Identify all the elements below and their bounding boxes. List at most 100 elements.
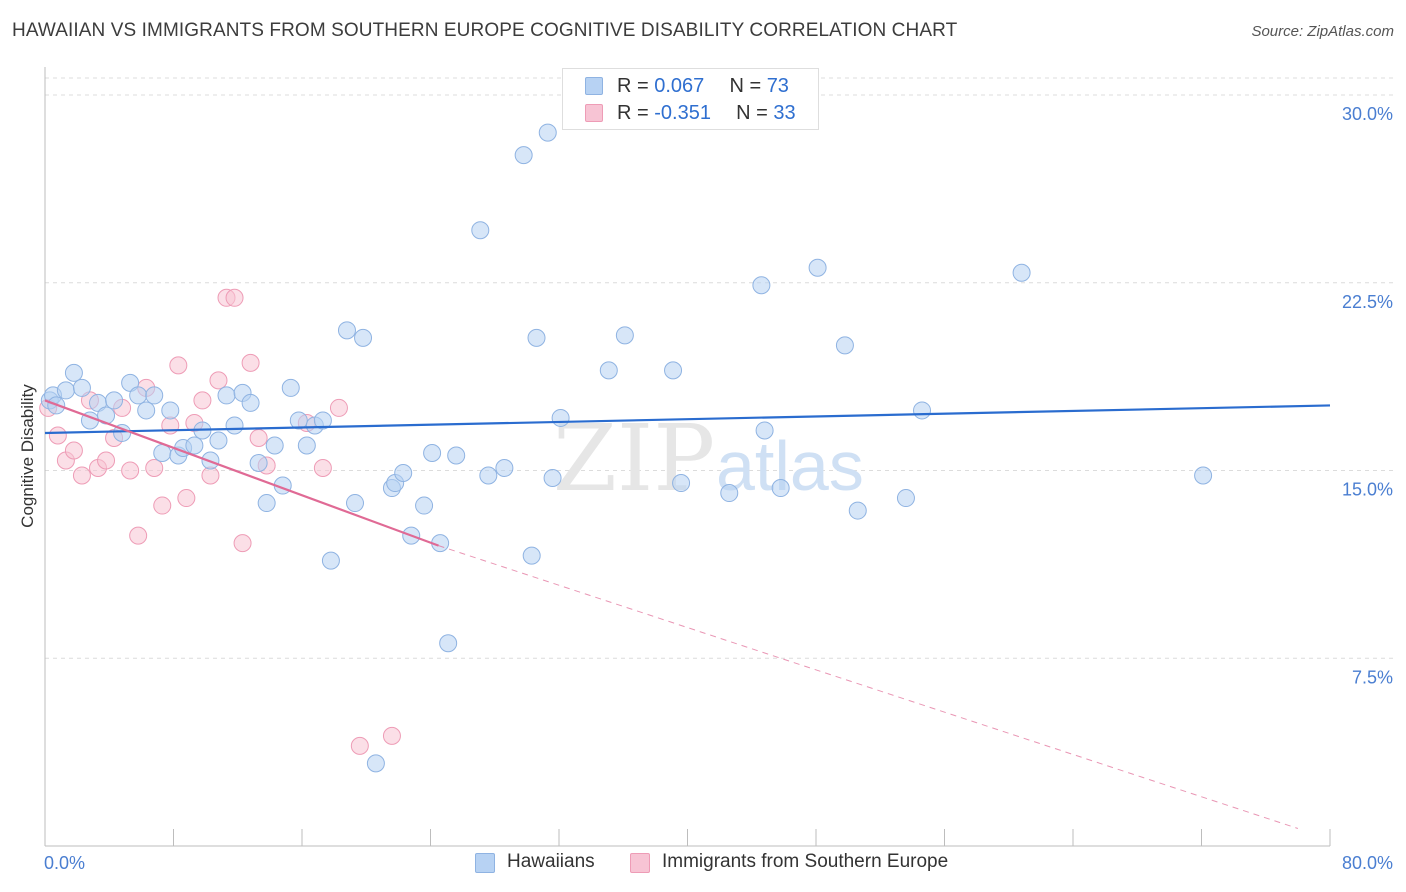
immigrants-point <box>225 288 244 307</box>
immigrants-trend-line <box>44 399 439 547</box>
hawaiians-point <box>321 551 340 570</box>
n-value: 73 <box>766 75 789 97</box>
immigrants-swatch <box>585 104 603 122</box>
x-tick-label: 80.0% <box>1342 853 1393 873</box>
y-axis-label: Cognitive Disability <box>18 384 37 528</box>
hawaiians-point <box>599 361 618 380</box>
immigrants-point <box>193 391 212 410</box>
immigrants-point <box>177 489 196 508</box>
hawaiians-legend-swatch <box>475 853 495 873</box>
immigrants-point <box>64 441 83 460</box>
r-value: -0.351 <box>654 102 711 124</box>
hawaiians-point <box>145 386 164 405</box>
hawaiians-point <box>72 378 91 397</box>
immigrants-point <box>121 461 140 480</box>
immigrants-point <box>129 526 148 545</box>
source-label: Source: ZipAtlas.com <box>1251 23 1394 40</box>
immigrants-point <box>201 466 220 485</box>
r-value: 0.067 <box>654 75 705 97</box>
n-label: N = <box>729 75 767 97</box>
watermark: ZIP atlas <box>553 405 864 512</box>
hawaiians-point <box>366 754 385 773</box>
immigrants-point <box>72 466 91 485</box>
immigrants-point <box>97 451 116 470</box>
n-value: 33 <box>773 102 796 124</box>
hawaiians-point <box>471 221 490 240</box>
immigrants-trend-extension <box>438 545 1299 829</box>
hawaiians-point <box>313 411 332 430</box>
hawaiians-point <box>217 386 236 405</box>
r-label: R = <box>617 75 655 97</box>
hawaiians-point <box>415 496 434 515</box>
hawaiians-point <box>543 469 562 488</box>
hawaiians-point <box>105 391 124 410</box>
y-tick-label: 15.0% <box>1342 480 1393 500</box>
hawaiians-point <box>835 336 854 355</box>
hawaiians-point <box>281 378 300 397</box>
r-label: R = <box>617 102 655 124</box>
hawaiians-point <box>522 546 541 565</box>
hawaiians-point <box>346 494 365 513</box>
hawaiians-point <box>447 446 466 465</box>
hawaiians-point <box>752 276 771 295</box>
hawaiians-trend-line <box>44 404 1331 435</box>
y-tick-label: 22.5% <box>1342 292 1393 312</box>
hawaiians-point <box>209 431 228 450</box>
hawaiians-point <box>161 401 180 420</box>
hawaiians-point <box>848 501 867 520</box>
series-immigrants-points <box>39 288 401 755</box>
immigrants-point <box>145 459 164 478</box>
immigrants-point <box>233 534 252 553</box>
y-tick-label: 7.5% <box>1352 667 1393 687</box>
hawaiians-point <box>615 326 634 345</box>
hawaiians-point <box>672 474 691 493</box>
hawaiians-point <box>249 454 268 473</box>
n-label: N = <box>736 102 774 124</box>
hawaiians-point <box>551 408 570 427</box>
hawaiians-point <box>771 479 790 498</box>
chart-title: HAWAIIAN VS IMMIGRANTS FROM SOUTHERN EUR… <box>12 20 958 41</box>
immigrants-legend-swatch <box>630 853 650 873</box>
x-tick-label: 0.0% <box>44 853 85 873</box>
axes <box>44 67 1331 847</box>
hawaiians-point <box>423 443 442 462</box>
hawaiians-point <box>394 464 413 483</box>
hawaiians-point <box>439 634 458 653</box>
immigrants-point <box>153 496 172 515</box>
immigrants-point <box>249 428 268 447</box>
hawaiians-point <box>527 328 546 347</box>
hawaiians-point <box>1012 263 1031 282</box>
series-hawaiians-points <box>40 123 1213 773</box>
hawaiians-point <box>297 436 316 455</box>
hawaiians-point <box>64 363 83 382</box>
immigrants-point <box>350 736 369 755</box>
immigrants-point <box>209 371 228 390</box>
y-tick-label: 30.0% <box>1342 104 1393 124</box>
immigrants-legend-label: Immigrants from Southern Europe <box>662 851 949 872</box>
correlation-legend: R = 0.067 N = 73 R = -0.351 N = 33 <box>562 68 819 130</box>
hawaiians-point <box>225 416 244 435</box>
immigrants-point <box>169 356 188 375</box>
trend-lines <box>44 399 1331 829</box>
hawaiians-point <box>808 258 827 277</box>
hawaiians-point <box>137 401 156 420</box>
hawaiians-point <box>1194 466 1213 485</box>
hawaiians-point <box>289 411 308 430</box>
watermark-atlas: atlas <box>716 427 864 505</box>
hawaiians-point <box>495 459 514 478</box>
hawaiians-point <box>354 328 373 347</box>
hawaiians-point <box>755 421 774 440</box>
immigrants-point <box>313 459 332 478</box>
immigrants-point <box>48 426 67 445</box>
watermark-zip: ZIP <box>553 405 715 512</box>
hawaiians-point <box>664 361 683 380</box>
hawaiians-point <box>241 393 260 412</box>
hawaiians-point <box>185 436 204 455</box>
hawaiians-point <box>265 436 284 455</box>
immigrants-point <box>329 398 348 417</box>
immigrants-point <box>382 726 401 745</box>
tick-labels: 7.5% 15.0% 22.5% 30.0% 0.0% 80.0% <box>44 104 1393 873</box>
hawaiians-point <box>479 466 498 485</box>
hawaiians-swatch <box>585 77 603 95</box>
